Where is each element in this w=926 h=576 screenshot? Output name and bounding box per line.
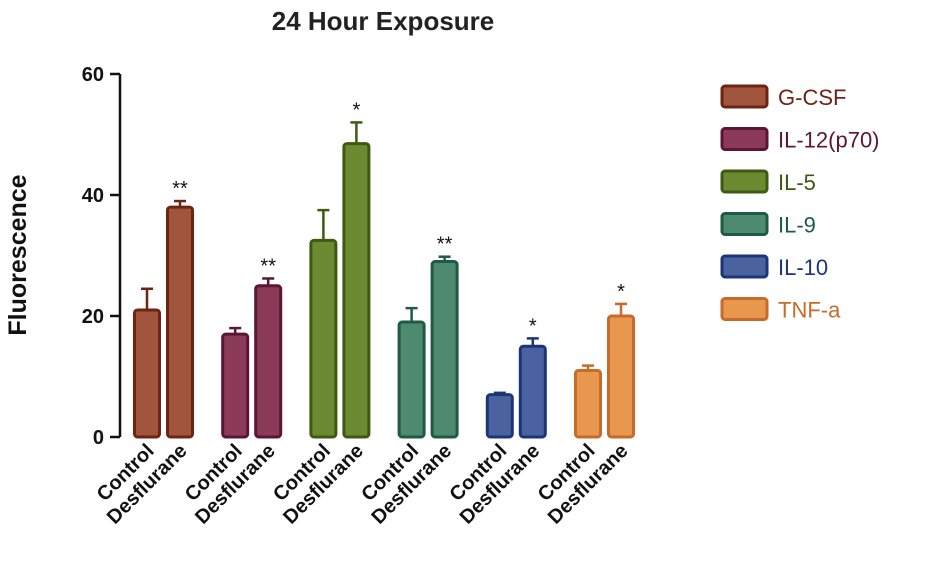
legend-swatch (720, 127, 769, 151)
bar-control (574, 368, 602, 439)
bar-desflurane (518, 344, 547, 439)
legend-label: G-CSF (778, 85, 846, 110)
bar-control (397, 320, 426, 439)
significance-marker: ** (260, 255, 276, 277)
significance-marker: ** (437, 234, 453, 256)
legend-label: IL-10 (778, 255, 828, 280)
legend-label: IL-9 (778, 213, 816, 238)
bar-control (309, 238, 338, 439)
bar-desflurane (342, 142, 371, 439)
legend-swatch (720, 84, 769, 109)
bars: ********* (133, 99, 635, 439)
y-axis-ticks: 0 20 40 60 (82, 64, 120, 449)
legend-label: IL-5 (778, 170, 816, 195)
bar-group-g-csf: ** (133, 178, 194, 439)
chart-title: 24 Hour Exposure (272, 6, 495, 36)
bar-group-il-9: ** (397, 234, 459, 439)
bar-group-il-5: * (309, 99, 371, 439)
y-tick-label: 60 (82, 64, 104, 86)
significance-marker: * (529, 315, 537, 337)
category-labels: ControlDesfluraneControlDesfluraneContro… (93, 440, 633, 529)
bar-group-il-10: * (485, 315, 547, 439)
legend-swatch (720, 212, 769, 236)
bar-control (221, 332, 250, 439)
significance-marker: * (353, 99, 361, 121)
legend-swatch (720, 254, 769, 279)
bar-desflurane (166, 205, 194, 439)
bar-group-tnf-a: * (574, 281, 635, 439)
legend-label: IL-12(p70) (778, 128, 880, 153)
y-tick-label: 0 (93, 427, 104, 449)
bar-control (485, 393, 514, 439)
bar-group-il-12-p70-: ** (221, 255, 283, 439)
bar-control (133, 308, 161, 439)
legend-label: TNF-a (778, 298, 841, 323)
legend-swatch (720, 169, 769, 194)
legend-swatch (720, 297, 769, 321)
y-tick-label: 20 (82, 306, 104, 328)
bar-desflurane (254, 284, 283, 439)
significance-marker: * (617, 281, 625, 303)
legend: G-CSF IL-12(p70) IL-5 IL-9 IL-10 TNF-a (720, 84, 880, 323)
significance-marker: ** (172, 178, 188, 200)
bar-desflurane (607, 314, 635, 439)
y-tick-label: 40 (82, 185, 104, 207)
y-axis-label: Fluorescence (4, 174, 32, 335)
bar-desflurane (430, 260, 459, 439)
